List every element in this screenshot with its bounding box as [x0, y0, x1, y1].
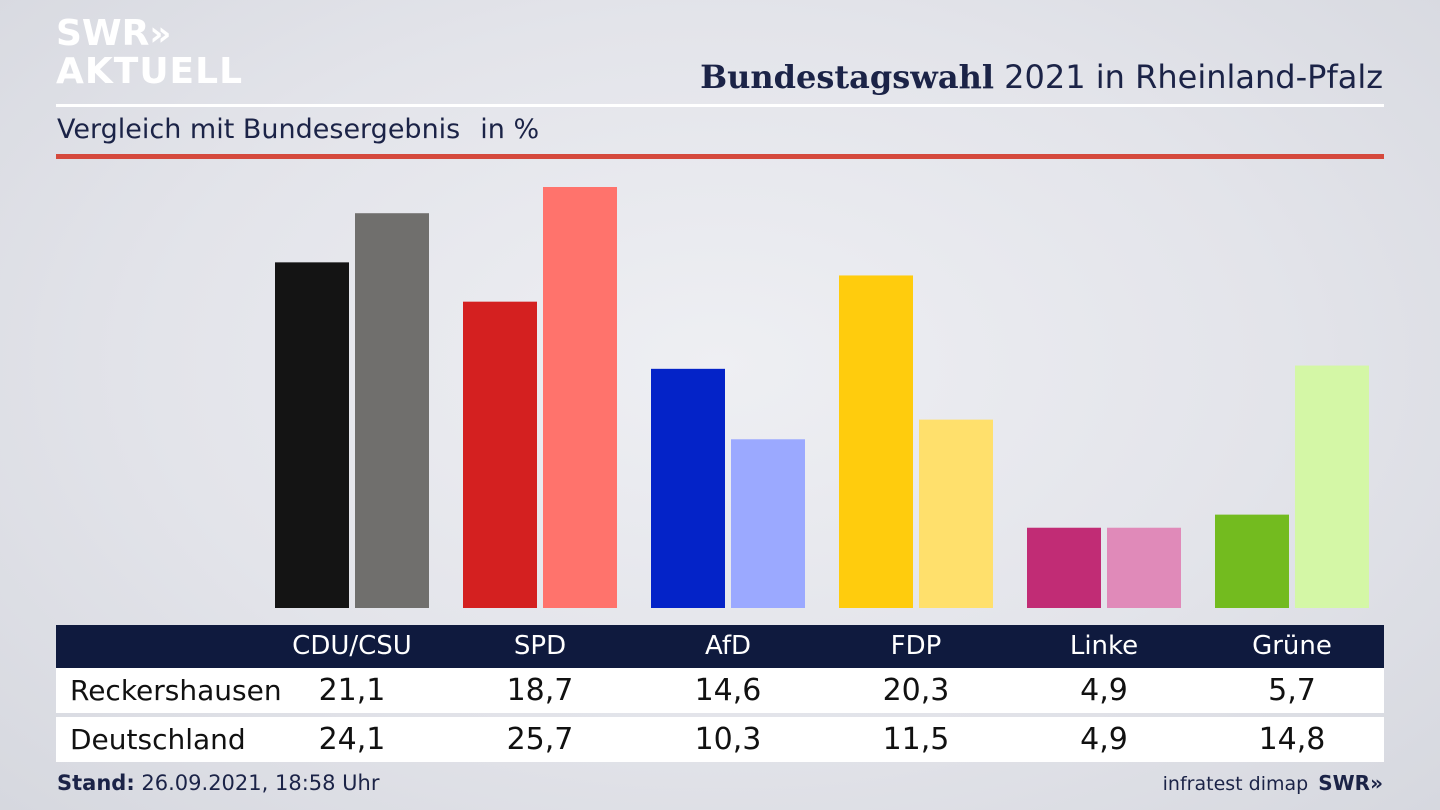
source-text: infratest dimap	[1162, 773, 1309, 795]
accent-rule	[56, 154, 1384, 159]
logo-aktuell-text: AKTUELL	[56, 51, 244, 92]
table-cell: 18,7	[506, 673, 574, 708]
logo-swr-text: SWR	[56, 13, 150, 54]
subtitle-text: Vergleich mit Bundesergebnis	[57, 114, 461, 145]
swr-footer-logo: SWR»	[1318, 771, 1383, 795]
table-row: Reckershausen 21,1 18,7 14,6 20,3 4,9 5,7	[56, 668, 1384, 713]
column-header: FDP	[890, 631, 942, 661]
column-header: Grüne	[1252, 631, 1332, 661]
table-header-row: CDU/CSU SPD AfD FDP Linke Grüne	[56, 625, 1384, 668]
table-cell: 20,3	[882, 673, 950, 708]
column-header: Linke	[1069, 631, 1139, 661]
bar-afd-deutschland	[731, 439, 805, 608]
bar-spd-reckershausen	[463, 301, 537, 608]
bar-afd-reckershausen	[651, 368, 725, 608]
table-cell: 10,3	[694, 722, 762, 757]
bar-fdp-reckershausen	[839, 275, 913, 608]
bar-gr-ne-deutschland	[1295, 365, 1369, 608]
table-cell: 4,9	[1080, 722, 1128, 757]
table-row: Deutschland 24,1 25,7 10,3 11,5 4,9 14,8	[56, 717, 1384, 762]
stand-value: 26.09.2021, 18:58 Uhr	[134, 771, 380, 795]
bar-fdp-deutschland	[919, 419, 993, 608]
bar-linke-reckershausen	[1027, 527, 1101, 608]
swr-aktuell-logo: SWR» AKTUELL	[56, 16, 243, 90]
table-cell: 24,1	[318, 722, 386, 757]
column-header: SPD	[513, 631, 567, 661]
table-cell: 14,8	[1258, 722, 1326, 757]
bar-gr-ne-reckershausen	[1215, 514, 1289, 608]
bar-linke-deutschland	[1107, 527, 1181, 608]
stand-label: Stand:	[57, 771, 135, 795]
unit-label: in %	[480, 114, 540, 145]
table-cell: 21,1	[318, 673, 386, 708]
table-cell: 14,6	[694, 673, 762, 708]
table-cell: 11,5	[882, 722, 950, 757]
bar-cdu-csu-deutschland	[355, 213, 429, 608]
table-cell: 25,7	[506, 722, 574, 757]
timestamp: Stand: 26.09.2021, 18:58 Uhr	[57, 771, 380, 795]
column-header: CDU/CSU	[292, 631, 412, 661]
header-divider	[56, 104, 1384, 107]
results-table: CDU/CSU SPD AfD FDP Linke Grüne Reckershausen…	[56, 625, 1384, 762]
chart-subtitle: Vergleich mit Bundesergebnis in %	[57, 114, 539, 145]
title-rest: 2021 in Rheinland-Pfalz	[994, 58, 1383, 96]
source-credit: infratest dimap SWR»	[1163, 771, 1383, 795]
page-title: Bundestagswahl 2021 in Rheinland-Pfalz	[700, 58, 1383, 96]
bar-cdu-csu-reckershausen	[275, 262, 349, 608]
table-cell: 5,7	[1268, 673, 1316, 708]
row-label: Deutschland	[70, 723, 246, 756]
column-header: AfD	[704, 631, 752, 661]
title-bold: Bundestagswahl	[700, 58, 994, 96]
bar-spd-deutschland	[543, 187, 617, 608]
row-label: Reckershausen	[70, 674, 282, 707]
table-cell: 4,9	[1080, 673, 1128, 708]
